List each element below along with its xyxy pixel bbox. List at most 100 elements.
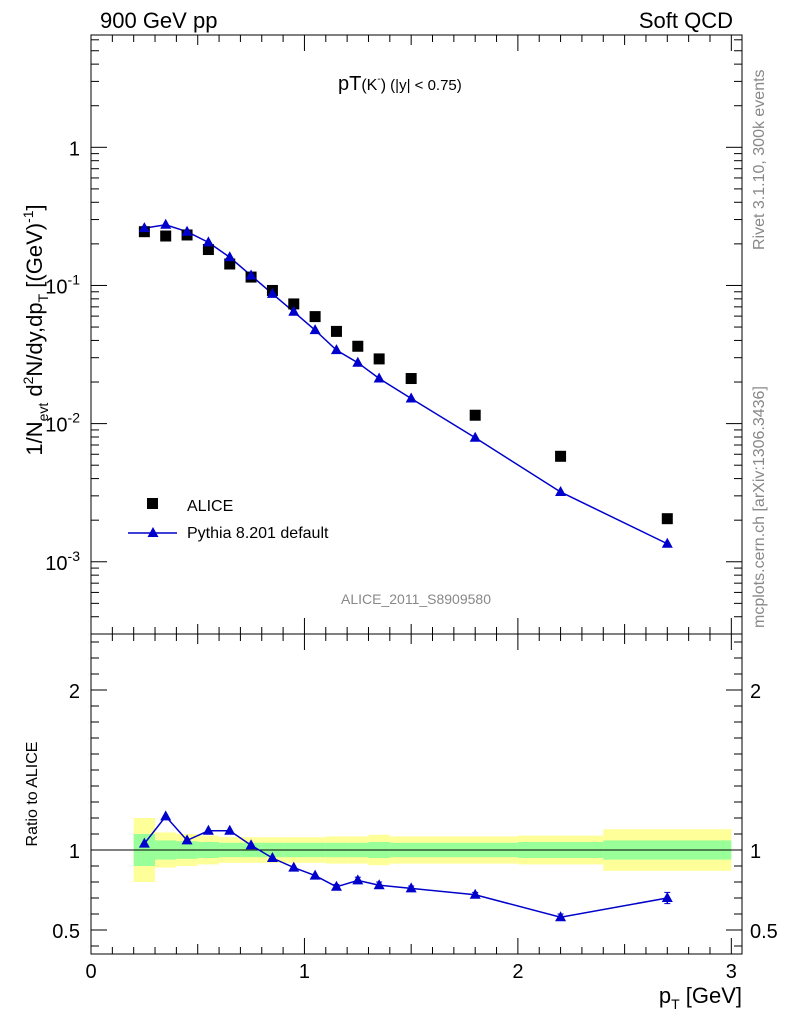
analysis-id: ALICE_2011_S8909580 (341, 591, 491, 607)
alice-series (138, 226, 673, 525)
ratio-mc-series (138, 810, 673, 922)
ylabel-sup-2: 2 (20, 376, 36, 384)
mc-point (661, 537, 673, 548)
mc-line (144, 223, 668, 545)
y-tick-label: 10-2 (45, 410, 80, 437)
x-tick-label: 0 (85, 961, 96, 983)
ylabel-sub-evt: evt (35, 403, 51, 422)
legend-data-marker (147, 498, 158, 509)
alice-point (309, 311, 321, 323)
ratio-point (266, 852, 278, 862)
ratio-point (224, 824, 236, 835)
ratio-tick-label-right: 0.5 (750, 921, 778, 943)
alice-point (555, 450, 567, 462)
plot-title-close: ) (381, 77, 386, 94)
mc-point (555, 485, 567, 496)
axis-tick-labels: 0 1 2 3 10-3 10-2 10-1 1 0.5 0.5 1 1 2 2 (45, 138, 778, 983)
mc-point (202, 236, 214, 247)
x-tick-label: 3 (726, 961, 737, 983)
alice-point (373, 353, 385, 365)
legend-data-label: ALICE (187, 498, 233, 515)
mc-series-markers (138, 218, 673, 548)
rivet-label: Rivet 3.1.10, 300k events (751, 69, 768, 250)
mc-point (288, 305, 300, 316)
plot-title-charge: - (377, 74, 380, 85)
plot-title-main: pT (338, 73, 361, 95)
alice-point (202, 244, 214, 256)
legend: ALICE Pythia 8.201 default (128, 498, 329, 542)
alice-point (288, 298, 300, 310)
xlabel-p: p (659, 983, 671, 1008)
alice-point (160, 230, 172, 242)
ratio-point (288, 861, 300, 872)
header-left: 900 GeV pp (100, 8, 217, 33)
x-tick-label: 1 (299, 961, 310, 983)
ratio-y-label: Ratio to ALICE (24, 742, 41, 847)
mc-series-line (144, 223, 668, 545)
xlabel-sub: T (671, 996, 680, 1012)
mc-point (330, 344, 342, 355)
x-axis-label: pT [GeV] (659, 983, 742, 1012)
ratio-point (160, 810, 172, 821)
ratio-tick-label: 1 (69, 841, 80, 863)
main-frame (90, 34, 743, 635)
mc-point (138, 222, 150, 233)
mc-point (245, 269, 257, 280)
alice-point (469, 409, 481, 421)
ratio-point (138, 837, 150, 848)
mc-point (266, 287, 278, 298)
ratio-tick-label: 0.5 (52, 921, 80, 943)
alice-point (224, 258, 236, 270)
mc-point (469, 431, 481, 442)
ylabel-p5: ] (22, 204, 47, 210)
ratio-point (202, 824, 214, 835)
alice-point (405, 373, 417, 385)
mc-point (160, 218, 172, 229)
ratio-line (143, 815, 668, 918)
y-tick-label: 10-1 (45, 271, 80, 298)
plot-title: pT(K-) (|y| < 0.75) (338, 73, 462, 95)
ylabel-p2: d (22, 384, 47, 402)
ratio-point (245, 839, 257, 850)
ylabel-p1: 1/N (22, 421, 47, 455)
ratio-tick-label-right: 1 (750, 841, 761, 863)
alice-point (330, 325, 342, 337)
plot-title-particle: (K (361, 77, 377, 94)
ratio-point (555, 911, 567, 922)
alice-point (661, 513, 673, 525)
mc-point (309, 324, 321, 335)
main-y-label: 1/Nevt d2N/dy,dpT [(GeV)-1] (20, 204, 51, 455)
legend-mc-label: Pythia 8.201 default (187, 525, 329, 542)
ratio-point (661, 892, 673, 902)
legend-mc-marker (147, 527, 159, 537)
header-right: Soft QCD (639, 8, 733, 33)
ylabel-sub-T: T (35, 293, 51, 302)
mcplots-label: mcplots.cern.ch [arXiv:1306.3436] (751, 386, 768, 628)
mc-point (224, 251, 236, 262)
ratio-point (469, 888, 481, 899)
plot-title-cut: (|y| < 0.75) (386, 77, 462, 94)
mc-point (181, 225, 193, 236)
alice-point (352, 340, 364, 352)
xlabel-unit: [GeV] (680, 983, 742, 1008)
x-tick-label: 2 (512, 961, 523, 983)
mc-point (352, 356, 364, 367)
ylabel-p3: N/dy,dp (22, 302, 47, 376)
ratio-point (330, 880, 342, 891)
axis-ticks (90, 35, 742, 954)
ratio-tick-label-right: 2 (750, 681, 761, 703)
ratio-tick-label: 2 (69, 681, 80, 703)
ratio-point (181, 834, 193, 845)
ratio-point (405, 882, 417, 893)
ratio-point (373, 879, 385, 890)
ratio-point (352, 874, 364, 885)
ylabel-p4: [(GeV) (22, 223, 47, 294)
mc-point (405, 392, 417, 403)
mc-point (373, 372, 385, 383)
ratio-point (309, 869, 321, 880)
ratio-frame (90, 633, 743, 955)
y-tick-label: 10-3 (45, 548, 80, 575)
y-tick-label: 1 (69, 138, 80, 160)
ylabel-sup-m1: -1 (20, 210, 36, 223)
